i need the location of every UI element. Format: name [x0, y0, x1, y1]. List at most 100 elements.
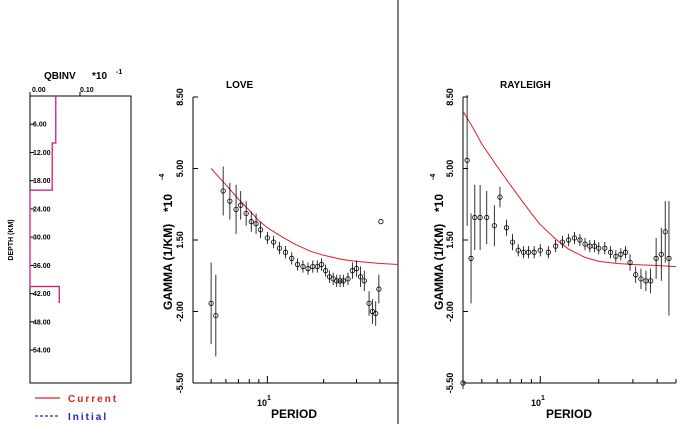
love-data-point: [323, 268, 329, 274]
love-data-point: [337, 278, 343, 284]
ray-data-point: [497, 194, 503, 200]
ray-data-point: [627, 259, 633, 266]
love-data-point: [264, 235, 270, 241]
ray-data-point: [472, 214, 478, 221]
love-data-point: [345, 276, 351, 282]
qbinv-y-tick-label: 6.00: [33, 122, 47, 129]
qbinv-x-tick-1: 0.10: [80, 87, 94, 94]
love-data-point: [233, 206, 239, 212]
rayleigh-x-tick-exp: 1: [541, 395, 545, 402]
ray-y-tick-label: -2.00: [445, 301, 455, 322]
qbinv-initial-line: [29, 96, 60, 303]
ray-data-point: [653, 255, 659, 261]
legend-initial-label: Initial: [68, 412, 108, 423]
ray-data-point: [622, 249, 629, 255]
love-theory-line: [210, 168, 399, 265]
love-data-point: [361, 278, 367, 284]
qbinv-y-tick-label: 30.00: [33, 235, 51, 242]
love-data-point: [213, 312, 219, 319]
love-y-multiplier-exp: -4: [159, 174, 166, 180]
qbinv-y-tick-label: 48.00: [33, 319, 51, 326]
love-data-point: [220, 188, 226, 194]
love-data-point: [238, 202, 244, 208]
ray-data-point: [484, 214, 490, 221]
love-data-point: [373, 310, 379, 317]
legend-current-label: Current: [68, 394, 118, 405]
love-y-tick-label: 1.50: [175, 231, 185, 249]
love-data-point: [258, 227, 264, 233]
ray-data-point: [545, 249, 551, 255]
love-data-point: [243, 210, 249, 217]
ray-data-point: [638, 276, 644, 282]
love-data-point: [314, 263, 320, 270]
love-data-point: [318, 261, 325, 268]
love-panel: LOVE GAMMA (1/KM) *10 -4 PERIOD 10 1 8.5…: [159, 80, 399, 421]
qbinv-x-tick-0: 0.00: [32, 87, 46, 94]
love-data-point: [376, 286, 382, 292]
love-y-tick-label: -2.00: [175, 301, 185, 322]
rayleigh-panel: RAYLEIGH GAMMA (1/KM) *10 -4 PERIOD 10 1…: [430, 80, 677, 421]
love-data-point: [289, 255, 295, 261]
rayleigh-y-multiplier-exp: -4: [430, 174, 437, 180]
ray-data-point: [515, 247, 521, 253]
ray-data-point: [618, 251, 624, 257]
ray-data-point: [537, 247, 543, 253]
qbinv-multiplier: *10: [92, 71, 107, 82]
ray-data-point: [577, 237, 583, 243]
qbinv-multiplier-exp: -1: [116, 69, 122, 76]
qbinv-title: QBINV: [44, 71, 76, 82]
ray-y-tick-label: 5.00: [445, 160, 455, 178]
ray-data-point: [468, 255, 474, 261]
love-data-point: [294, 261, 301, 268]
ray-data-point: [648, 278, 654, 284]
qbinv-y-tick-label: 54.00: [33, 348, 51, 355]
ray-data-point: [464, 157, 470, 163]
love-title: LOVE: [226, 80, 254, 91]
ray-data-point: [571, 235, 578, 241]
rayleigh-title: RAYLEIGH: [500, 80, 551, 91]
ray-data-point: [503, 225, 510, 231]
ray-data-point: [596, 245, 602, 251]
qbinv-y-tick-label: 24.00: [33, 206, 51, 213]
ray-y-tick-label: 1.50: [445, 231, 455, 249]
love-x-tick-exp: 1: [267, 395, 271, 402]
qbinv-y-tick-label: 42.00: [33, 291, 51, 298]
ray-data-point: [460, 380, 466, 386]
ray-data-point: [582, 241, 588, 247]
love-y-multiplier: *10: [161, 194, 175, 212]
qbinv-y-tick-label: 18.00: [33, 178, 51, 185]
rayleigh-y-label: GAMMA (1/KM): [432, 224, 446, 310]
love-data-point: [208, 300, 214, 306]
ray-data-point: [525, 249, 532, 255]
ray-data-point: [559, 239, 565, 245]
ray-data-point: [566, 237, 572, 243]
love-x-tick-label: 10: [257, 398, 267, 408]
ray-data-point: [662, 229, 668, 235]
love-data-point: [353, 265, 360, 272]
love-data-point: [357, 274, 364, 280]
ray-data-point: [553, 243, 559, 249]
love-data-point: [271, 239, 277, 245]
love-y-tick-label: -5.50: [175, 373, 185, 394]
qbinv-y-tick-label: 36.00: [33, 263, 51, 270]
rayleigh-y-multiplier: *10: [432, 194, 446, 212]
ray-data-point: [658, 251, 664, 257]
love-data-point: [378, 219, 384, 225]
rayleigh-theory-line: [462, 111, 677, 268]
ray-data-point: [666, 255, 672, 261]
ray-data-point: [607, 249, 614, 255]
qbinv-panel: QBINV *10 -1 0.00 0.10 DEPTH (KM) 6.00 12…: [8, 69, 132, 423]
love-y-tick-label: 8.50: [175, 88, 185, 106]
love-data-point: [366, 300, 372, 306]
rayleigh-x-tick-label: 10: [531, 398, 541, 408]
love-data-point: [334, 278, 340, 284]
love-y-label: GAMMA (1/KM): [161, 224, 175, 310]
love-y-tick-label: 5.00: [175, 160, 185, 178]
ray-data-point: [613, 253, 619, 259]
qbinv-y-label: DEPTH (KM): [8, 219, 15, 260]
love-data-point: [349, 268, 355, 274]
love-data-point: [305, 265, 311, 272]
ray-data-point: [520, 249, 527, 255]
love-data-point: [227, 198, 233, 204]
